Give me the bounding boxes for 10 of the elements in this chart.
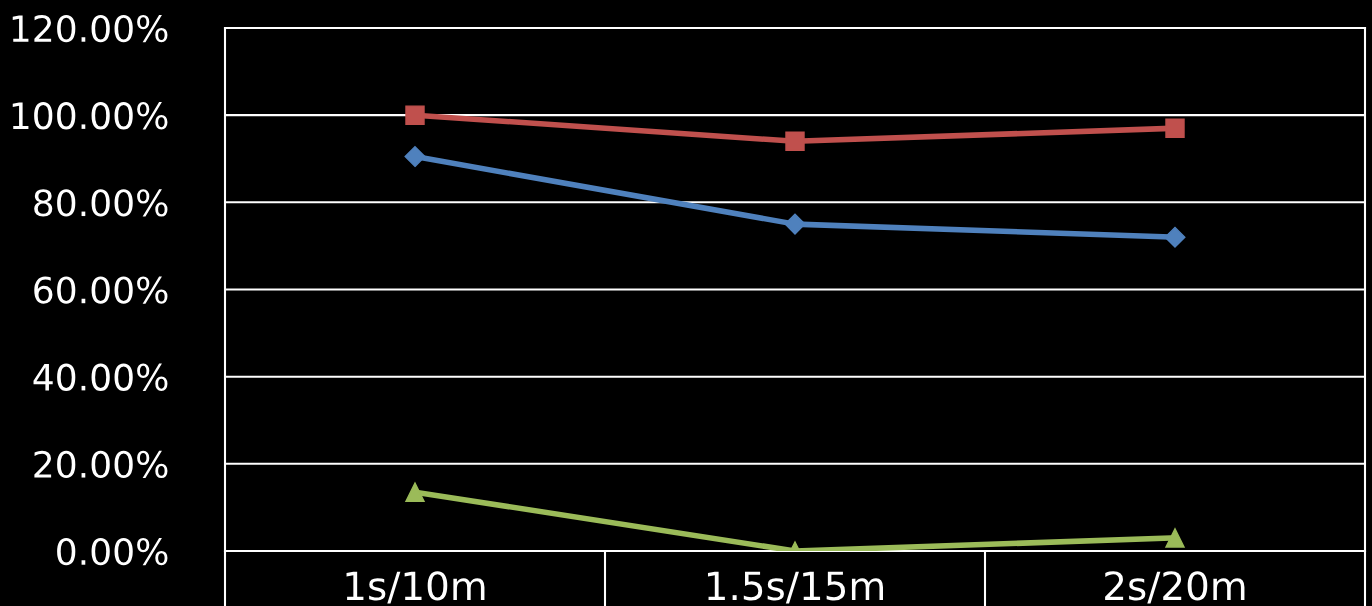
y-tick-label: 60.00% [34, 276, 168, 304]
y-tick-label: 0.00% [57, 537, 168, 566]
y-tick-label: 80.00% [34, 189, 168, 217]
x-tick-label: 2s/20m [1105, 571, 1245, 604]
x-tick-label: 1.5s/15m [707, 571, 883, 604]
y-tick-label: 100.00% [12, 102, 168, 130]
y-tick-label: 40.00% [33, 363, 168, 391]
y-tick-label: 20.00% [34, 450, 168, 479]
x-tick-label: 1s/10m [346, 571, 485, 604]
y-tick-label: 120.00% [12, 14, 168, 43]
